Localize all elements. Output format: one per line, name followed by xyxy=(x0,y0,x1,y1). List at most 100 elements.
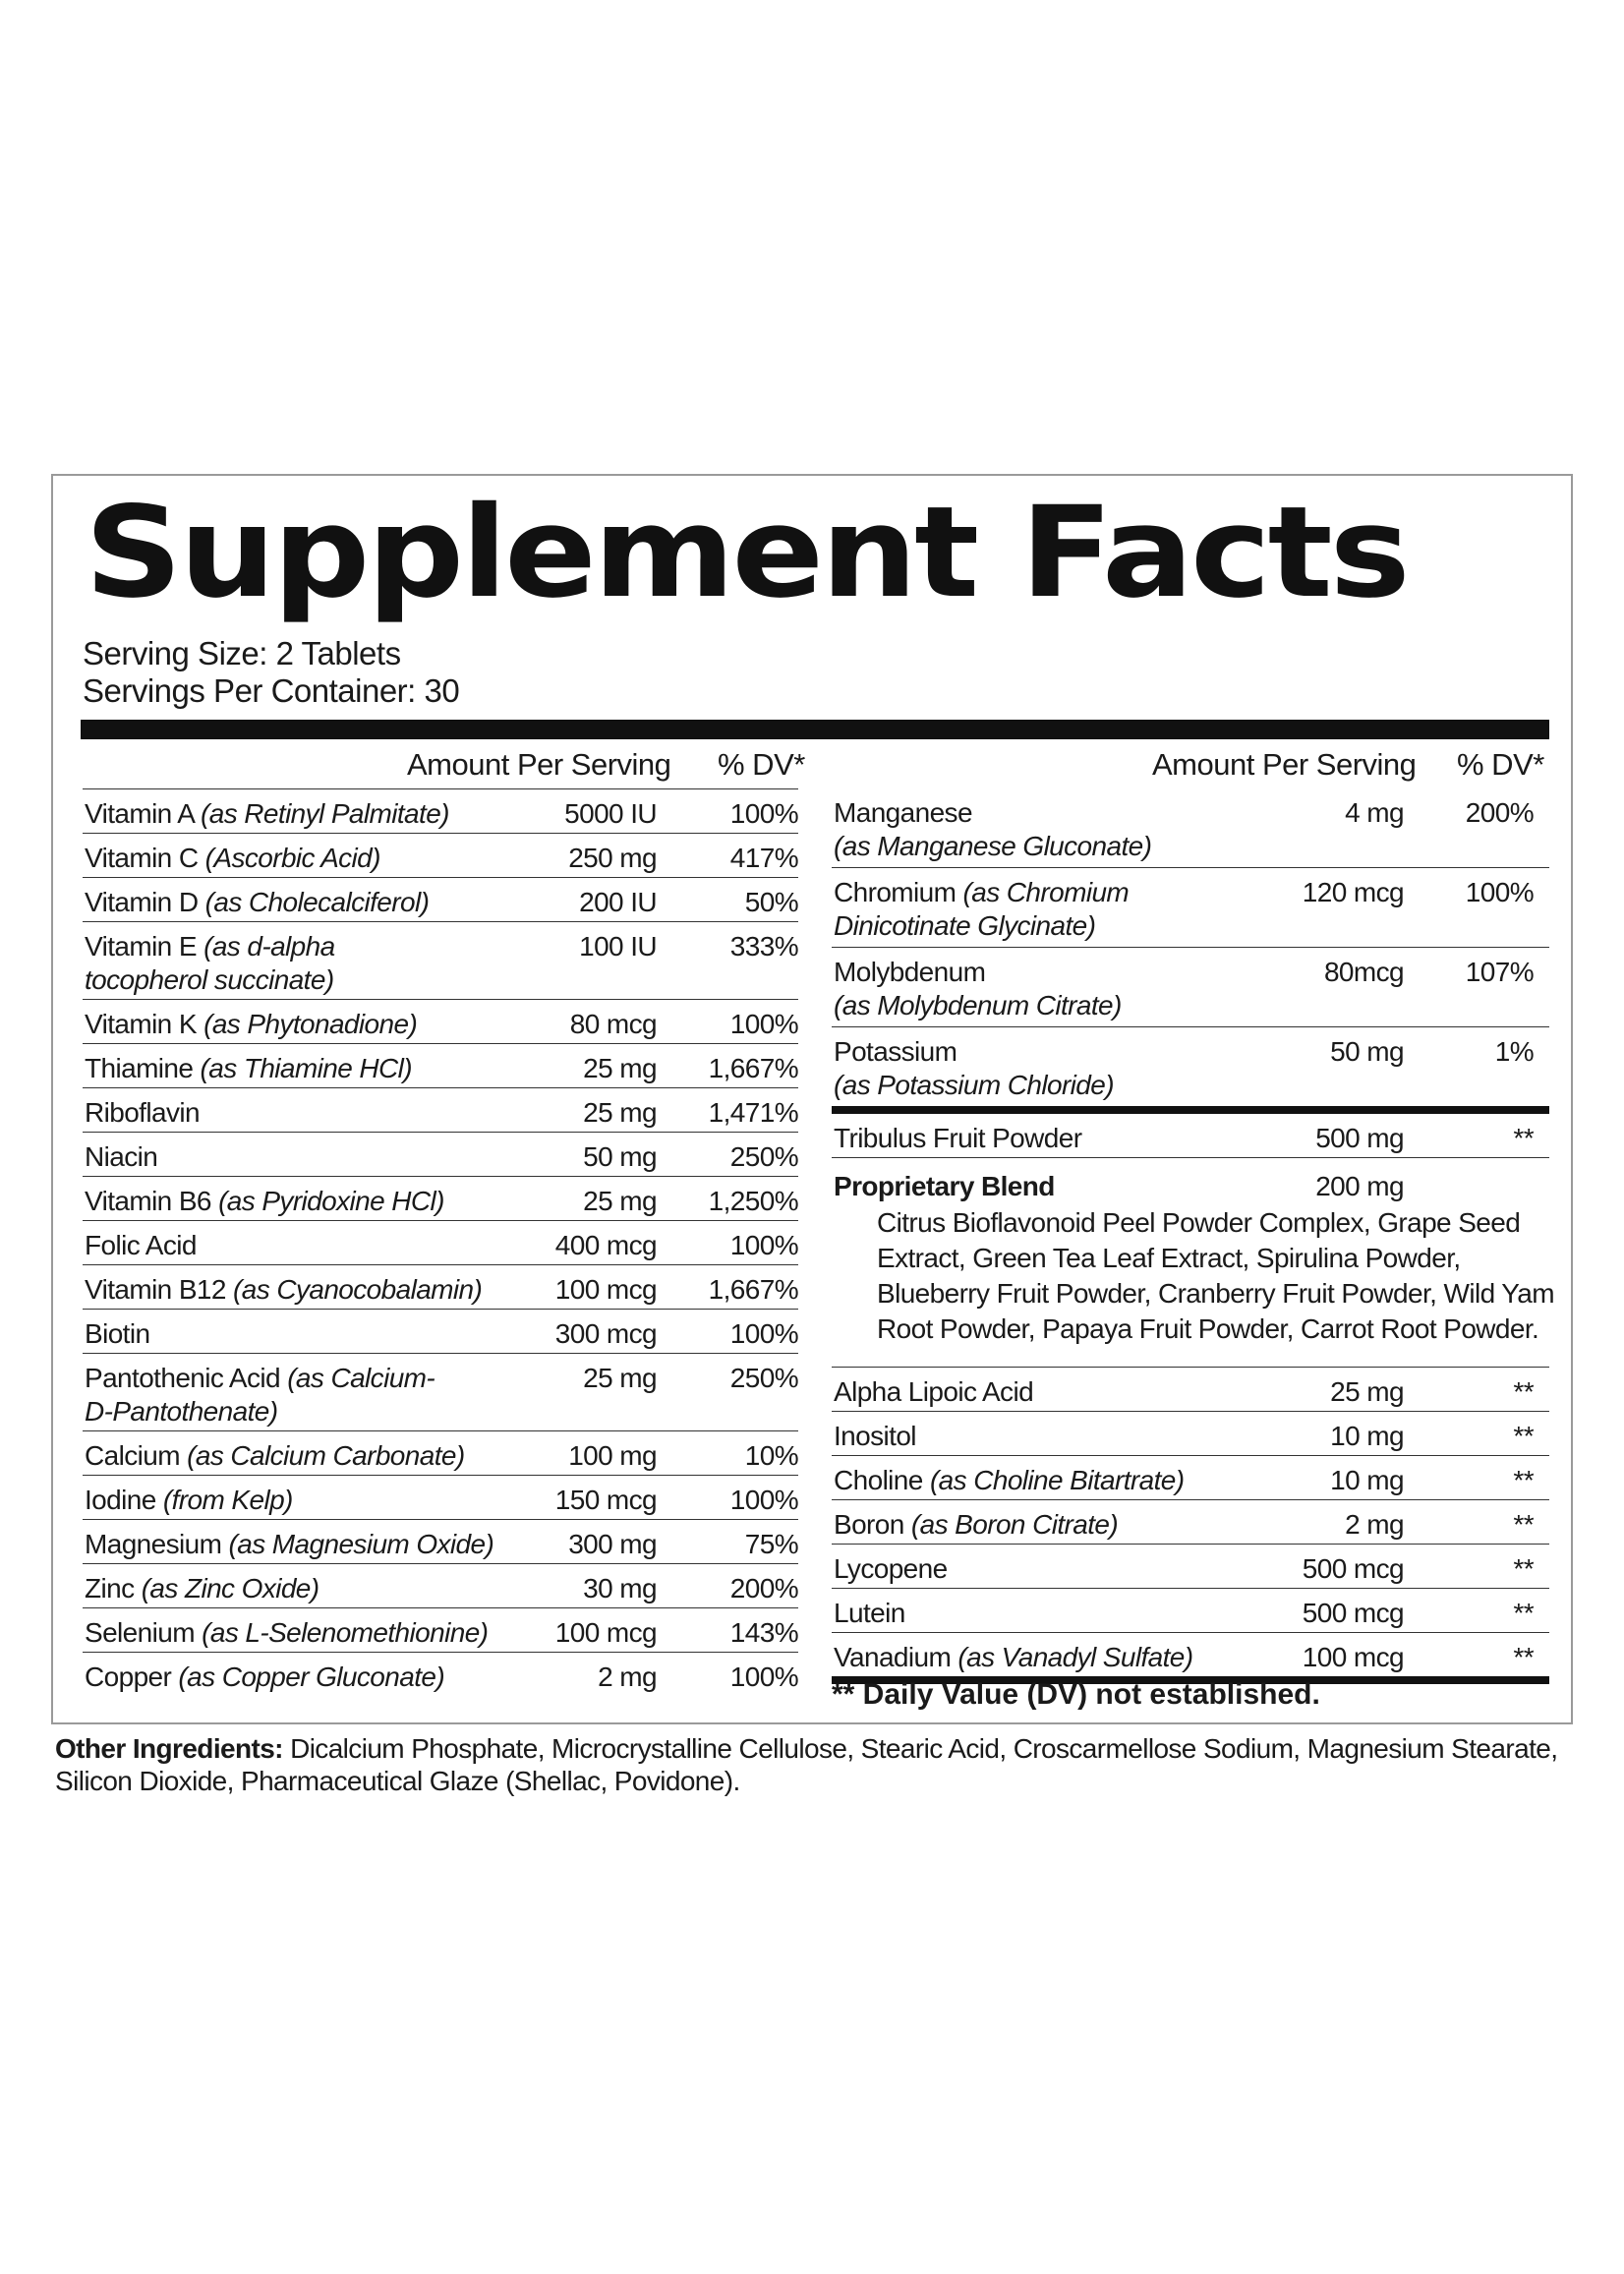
ingredient-dv: 250% xyxy=(729,1141,799,1172)
ingredient-name: Riboflavin xyxy=(85,1096,497,1130)
ingredient-amount: 500 mcg xyxy=(1302,1598,1405,1628)
ingredient-dv: 200% xyxy=(729,1573,799,1603)
ingredient-dv: ** xyxy=(1513,1509,1534,1540)
ingredient-source: (as Retinyl Palmitate) xyxy=(201,798,449,829)
ingredient-dv: 1,250% xyxy=(708,1186,799,1216)
row-divider xyxy=(83,1519,798,1520)
row-divider xyxy=(832,1367,1549,1368)
nutrient-row: Lycopene 500 mcg ** xyxy=(832,1545,1549,1588)
ingredient-amount: 100 mcg xyxy=(554,1617,658,1648)
ingredient-amount: 2 mg xyxy=(598,1662,657,1692)
ingredient-amount: 30 mg xyxy=(583,1573,657,1603)
ingredient-dv: 100% xyxy=(1465,877,1535,907)
ingredient-name: Magnesium (as Magnesium Oxide) xyxy=(85,1528,497,1561)
ingredient-name: Lycopene xyxy=(834,1552,1247,1586)
ingredient-amount: 80mcg xyxy=(1323,957,1405,987)
ingredient-label: Folic Acid xyxy=(85,1230,197,1260)
ingredient-dv: 100% xyxy=(729,1485,799,1515)
ingredient-amount: 2 mg xyxy=(1345,1509,1404,1540)
row-divider xyxy=(832,867,1549,868)
section-rule xyxy=(832,1676,1549,1684)
ingredient-amount: 500 mcg xyxy=(1302,1553,1405,1584)
row-divider xyxy=(832,1499,1549,1500)
row-divider xyxy=(83,1430,798,1431)
ingredient-dv: 100% xyxy=(729,1662,799,1692)
ingredient-label: Copper xyxy=(85,1662,172,1692)
nutrient-row: Biotin 300 mcg 100% xyxy=(83,1310,799,1353)
ingredient-label: Vitamin A xyxy=(85,798,194,829)
ingredient-amount: 120 mcg xyxy=(1302,877,1405,907)
ingredient-dv: ** xyxy=(1513,1465,1534,1495)
nutrient-row: Iodine (from Kelp) 150 mcg 100% xyxy=(83,1476,799,1519)
nutrient-row: Lutein 500 mcg ** xyxy=(832,1589,1549,1632)
ingredient-dv: 50% xyxy=(744,887,799,917)
ingredient-amount: 500 mg xyxy=(1315,1123,1404,1153)
servings-per-container: Servings Per Container: 30 xyxy=(83,672,460,709)
ingredient-dv: ** xyxy=(1513,1376,1534,1407)
ingredient-source: (as Potassium Chloride) xyxy=(834,1070,1115,1100)
ingredient-source: (as Chromium xyxy=(962,877,1130,907)
row-divider xyxy=(832,1157,1549,1158)
other-ingredients-label: Other Ingredients: xyxy=(55,1733,283,1764)
row-divider xyxy=(83,1652,798,1653)
nutrient-row: Potassium (as Potassium Chloride) 50 mg 1% xyxy=(832,1027,1549,1106)
dv-footnote: ** Daily Value (DV) not established. xyxy=(832,1678,1320,1711)
ingredient-name: Manganese (as Manganese Gluconate) xyxy=(834,796,1247,863)
ingredient-name: Potassium (as Potassium Chloride) xyxy=(834,1035,1247,1102)
ingredient-source: (as Boron Citrate) xyxy=(910,1509,1119,1540)
nutrient-row: Vitamin C (Ascorbic Acid) 250 mg 417% xyxy=(83,834,799,877)
nutrient-row: Thiamine (as Thiamine HCl) 25 mg 1,667% xyxy=(83,1044,799,1087)
ingredient-name: Inositol xyxy=(834,1420,1247,1453)
ingredient-dv: ** xyxy=(1513,1421,1534,1451)
nutrient-row: Vitamin A (as Retinyl Palmitate) 5000 IU 1… xyxy=(83,789,799,833)
ingredient-amount: 150 mcg xyxy=(554,1485,658,1515)
ingredient-dv: 10% xyxy=(744,1440,799,1471)
ingredient-label: Selenium xyxy=(85,1617,196,1648)
row-divider xyxy=(832,1411,1549,1412)
ingredient-label: Thiamine xyxy=(85,1053,194,1083)
ingredient-name: Niacin xyxy=(85,1140,497,1174)
ingredient-label: Pantothenic Acid xyxy=(85,1363,281,1393)
right-amount-header: Amount Per Serving xyxy=(1152,747,1417,782)
section-rule xyxy=(832,1106,1549,1114)
ingredient-label: Vitamin C xyxy=(85,843,199,873)
ingredient-amount: 25 mg xyxy=(583,1097,657,1128)
ingredient-dv: 1,667% xyxy=(708,1274,799,1305)
ingredient-name: Selenium (as L-Selenomethionine) xyxy=(85,1616,497,1650)
nutrient-row: Vitamin K (as Phytonadione) 80 mcg 100% xyxy=(83,1000,799,1043)
ingredient-name: Thiamine (as Thiamine HCl) xyxy=(85,1052,497,1085)
ingredient-source: (as Zinc Oxide) xyxy=(141,1573,319,1603)
nutrient-row: Folic Acid 400 mcg 100% xyxy=(83,1221,799,1264)
ingredient-dv: 100% xyxy=(729,1230,799,1260)
ingredient-dv: 75% xyxy=(744,1529,799,1559)
ingredient-label: Iodine xyxy=(85,1485,156,1515)
row-divider xyxy=(832,1632,1549,1633)
ingredient-name: Vitamin D (as Cholecalciferol) xyxy=(85,886,497,919)
ingredient-label: Vitamin E xyxy=(85,931,198,962)
nutrient-row: Copper (as Copper Gluconate) 2 mg 100% xyxy=(83,1653,799,1696)
ingredient-name: Zinc (as Zinc Oxide) xyxy=(85,1572,497,1605)
ingredient-label: Vitamin B6 xyxy=(85,1186,211,1216)
ingredient-name: Molybdenum (as Molybdenum Citrate) xyxy=(834,956,1247,1022)
ingredient-name: Vitamin B12 (as Cyanocobalamin) xyxy=(85,1273,497,1307)
nutrient-row: Vanadium (as Vanadyl Sulfate) 100 mcg ** xyxy=(832,1633,1549,1676)
row-divider xyxy=(832,947,1549,948)
nutrient-row: Alpha Lipoic Acid 25 mg ** xyxy=(832,1368,1549,1411)
ingredient-dv: 107% xyxy=(1465,957,1535,987)
ingredient-dv: ** xyxy=(1513,1553,1534,1584)
ingredient-dv: 200% xyxy=(1465,797,1535,828)
tribulus-row: Tribulus Fruit Powder 500 mg ** xyxy=(832,1114,1549,1157)
ingredient-amount: 100 mg xyxy=(568,1440,657,1471)
nutrient-row: Vitamin D (as Cholecalciferol) 200 IU 50% xyxy=(83,878,799,921)
ingredient-label: Biotin xyxy=(85,1318,150,1349)
ingredient-amount: 5000 IU xyxy=(564,798,657,829)
ingredient-label: Vitamin D xyxy=(85,887,199,917)
ingredient-dv: 1,471% xyxy=(708,1097,799,1128)
nutrient-row: Pantothenic Acid (as Calcium- D-Pantothen… xyxy=(83,1354,799,1430)
ingredient-label: Niacin xyxy=(85,1141,158,1172)
ingredient-label: Vitamin B12 xyxy=(85,1274,226,1305)
serving-size: Serving Size: 2 Tablets xyxy=(83,635,401,671)
ingredient-amount: 300 mcg xyxy=(554,1318,658,1349)
ingredient-label: Magnesium xyxy=(85,1529,222,1559)
blend-amount: 200 mg xyxy=(1315,1171,1404,1201)
